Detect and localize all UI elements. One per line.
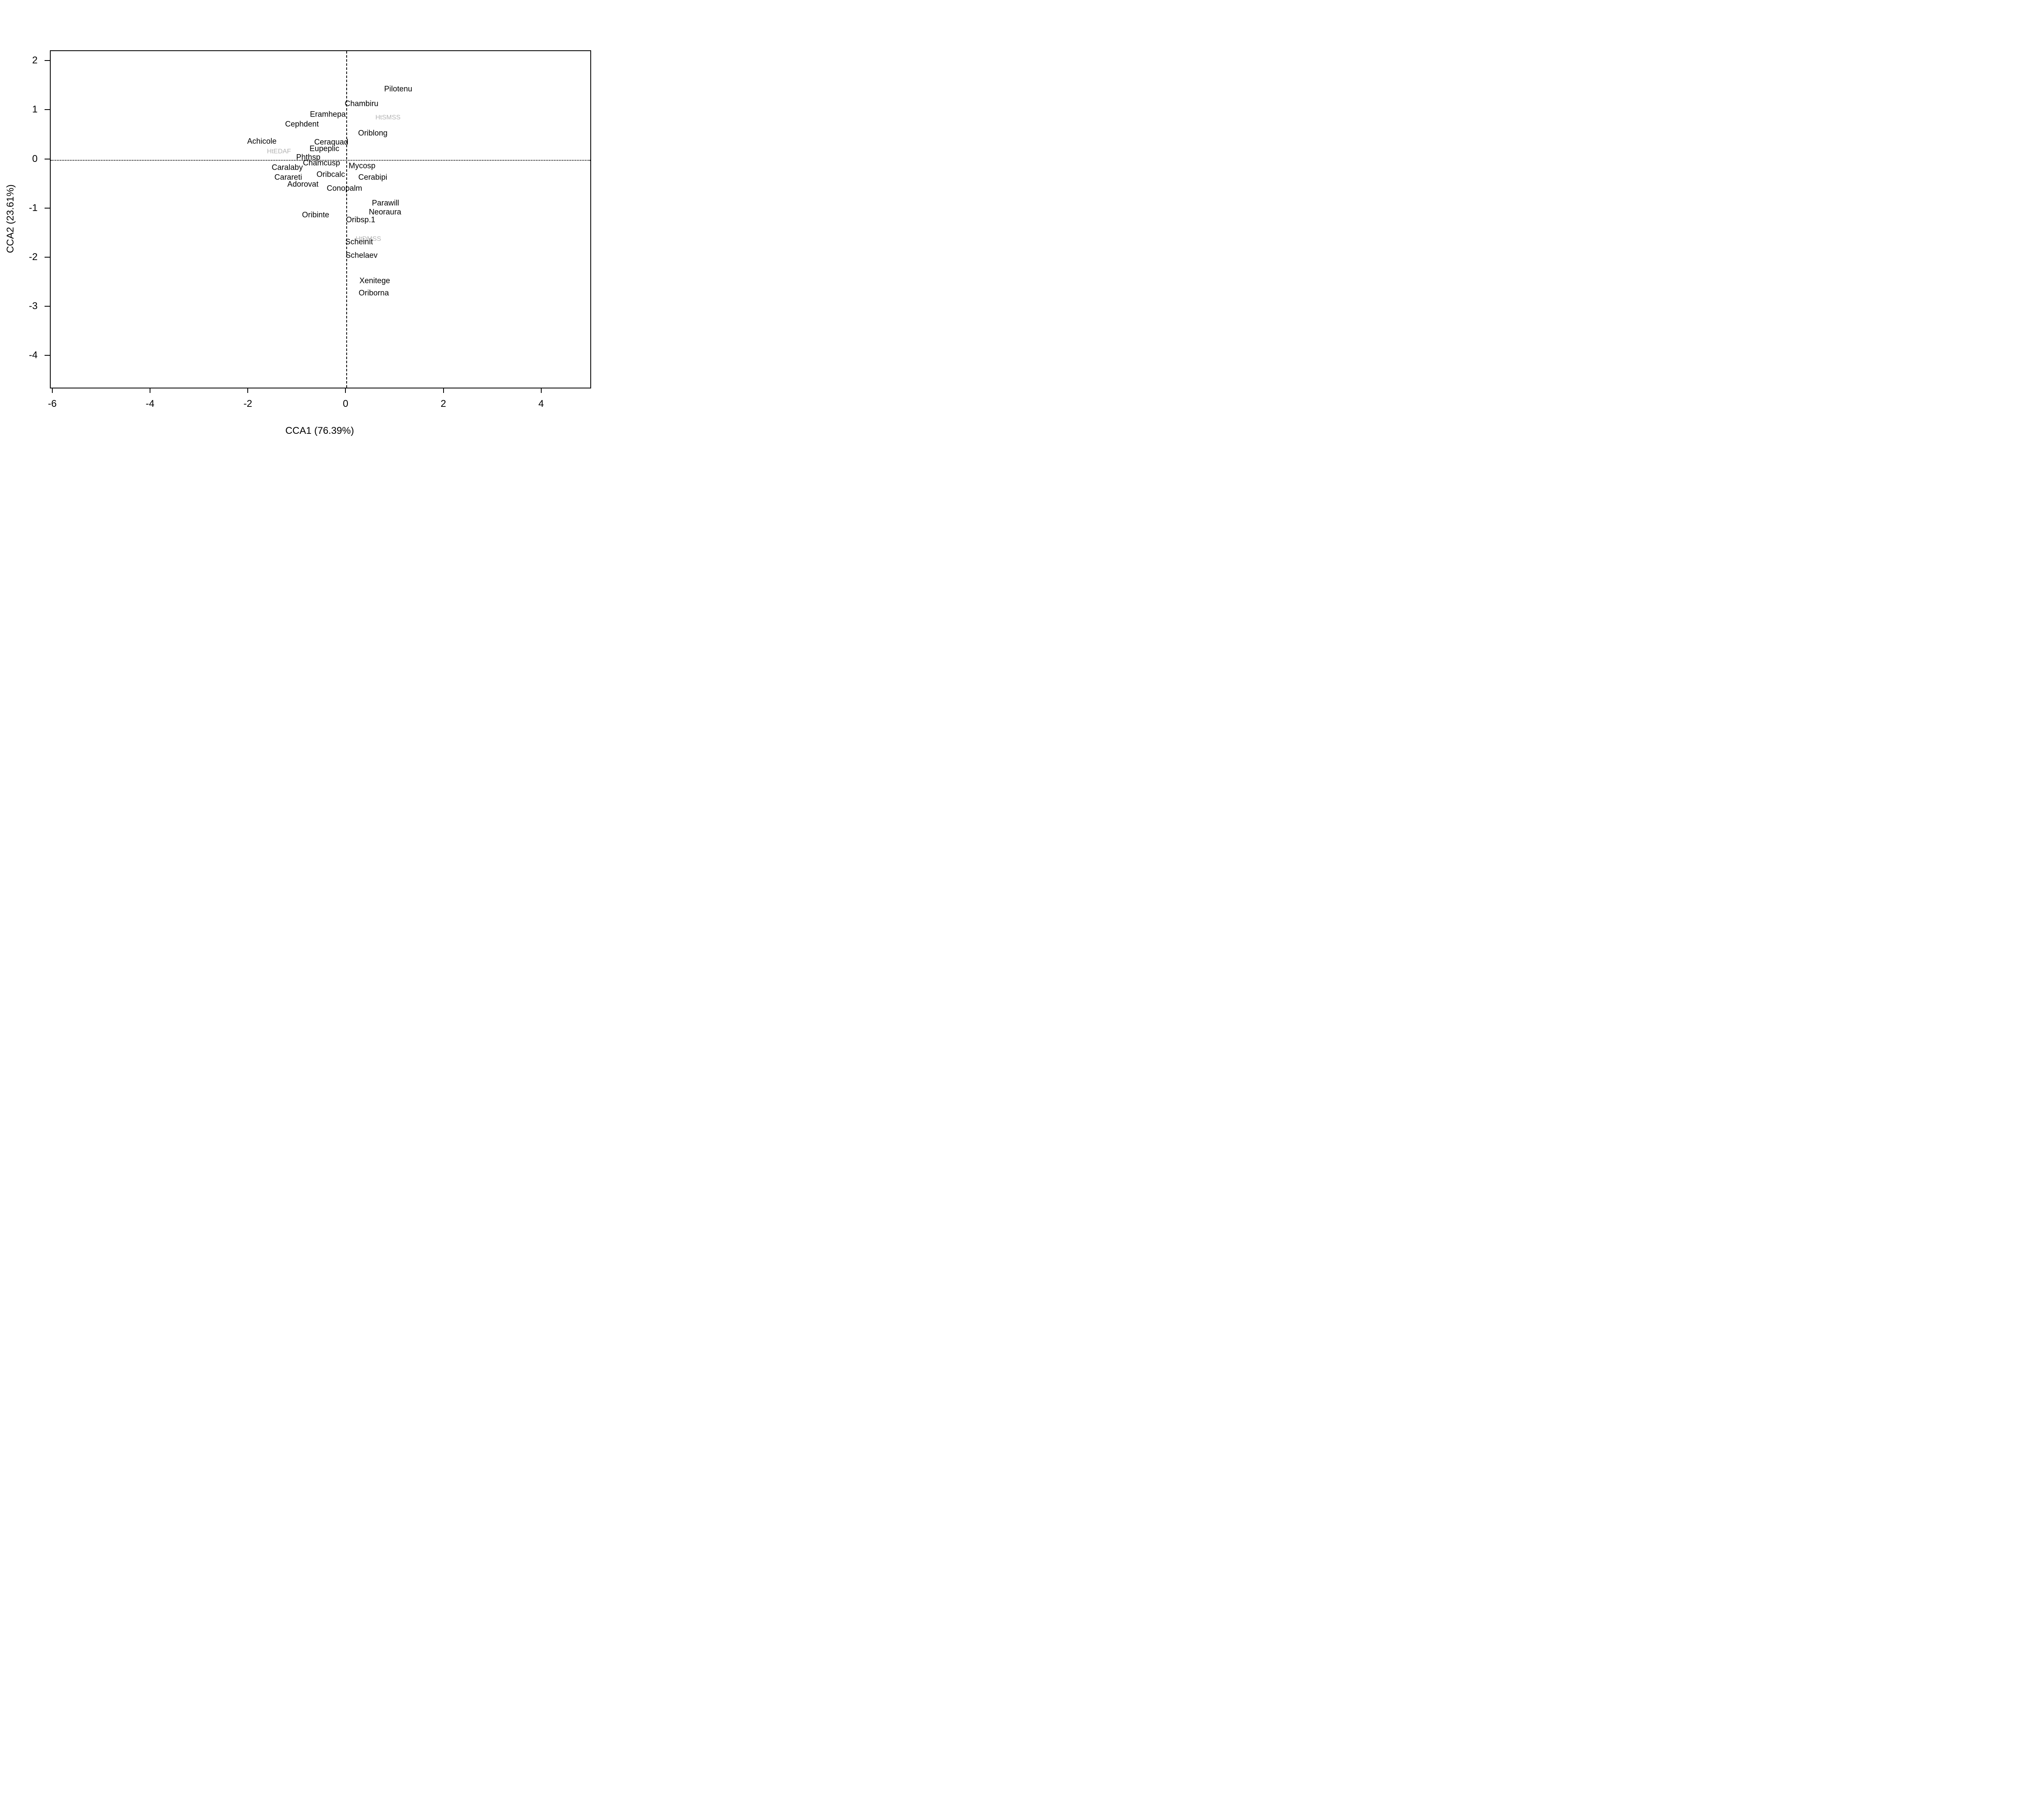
species-label: Oribinte	[302, 211, 329, 220]
species-label: Ceraquad	[314, 138, 349, 147]
species-label: Achicole	[247, 137, 277, 146]
x-axis-tick-label: 0	[343, 398, 349, 409]
y-axis-tick-label: -1	[29, 202, 38, 213]
y-axis-tick	[45, 256, 50, 258]
species-label: Parawill	[372, 199, 399, 208]
species-label: Eramhepa	[310, 110, 346, 119]
x-axis-tick	[345, 388, 346, 393]
species-label: Conopalm	[327, 184, 362, 193]
x-axis-tick-label: -6	[48, 398, 57, 409]
species-label: Neoraura	[369, 208, 401, 217]
y-axis-tick	[45, 207, 50, 209]
species-label: Oribcalc	[316, 170, 345, 179]
x-axis-tick	[52, 388, 53, 393]
y-axis-tick-label: -3	[29, 300, 38, 312]
x-axis-tick	[540, 388, 542, 393]
y-axis-tick-label: 2	[32, 55, 38, 66]
x-axis-tick-label: -2	[243, 398, 252, 409]
species-label: Cerabipi	[358, 173, 388, 182]
species-label: Cephdent	[285, 120, 319, 129]
species-label: Phthsp	[296, 153, 320, 162]
cca-ordination-figure: HtSMSS HtEDAF HtDMSS Pilotenu Chambiru Eramh…	[0, 0, 613, 449]
x-axis-title: CCA1 (76.39%)	[285, 425, 354, 436]
environment-label: HtEDAF	[267, 148, 291, 155]
y-axis-tick-label: 0	[32, 153, 38, 164]
species-label: Eupeplic	[309, 144, 340, 153]
species-label: Adorovat	[287, 180, 318, 189]
species-label: Oriborna	[359, 289, 389, 298]
y-axis-tick-label: -2	[29, 251, 38, 263]
y-axis-tick	[45, 355, 50, 356]
species-label: Xenitege	[359, 276, 390, 285]
zero-line-vertical	[346, 51, 347, 388]
x-axis-tick-label: 4	[538, 398, 544, 409]
y-axis-tick-label: -4	[29, 350, 38, 361]
x-axis-tick-label: 2	[440, 398, 446, 409]
plot-area: HtSMSS HtEDAF HtDMSS Pilotenu Chambiru Eramh…	[50, 50, 591, 388]
y-axis-title: CCA2 (23.61%)	[5, 184, 16, 253]
y-axis-tick	[45, 305, 50, 307]
x-axis-tick-label: -4	[146, 398, 155, 409]
x-axis-tick	[443, 388, 444, 393]
species-label: Chambiru	[345, 99, 379, 108]
environment-label: HtSMSS	[375, 114, 401, 121]
species-label: Caralaby	[271, 163, 303, 172]
environment-label: HtDMSS	[356, 236, 381, 243]
species-label: Oriblong	[358, 129, 388, 138]
species-label: Chamcusp	[303, 159, 340, 168]
zero-line-horizontal	[51, 159, 590, 161]
species-label: Pilotenu	[384, 85, 412, 93]
y-axis-tick-label: 1	[32, 104, 38, 115]
species-label: Schelaev	[345, 251, 378, 260]
species-label: Scheinit	[345, 238, 373, 247]
y-axis-tick	[45, 60, 50, 61]
x-axis-tick	[247, 388, 249, 393]
species-label: Mycosp	[348, 162, 376, 171]
species-label: Oribsp.1	[346, 215, 375, 224]
species-label: Carareti	[274, 173, 302, 182]
y-axis-tick	[45, 109, 50, 110]
